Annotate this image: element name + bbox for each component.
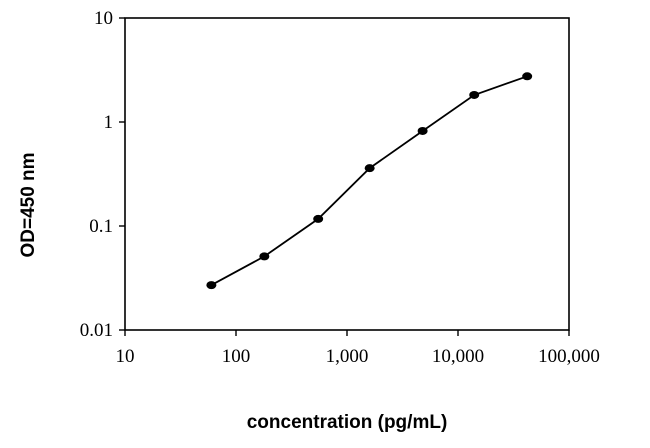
y-tick-label: 0.1 xyxy=(89,216,113,237)
data-point xyxy=(259,252,270,261)
data-point xyxy=(313,214,324,223)
data-point xyxy=(364,164,375,173)
data-point xyxy=(206,281,217,290)
y-tick-label: 10 xyxy=(94,8,113,29)
y-tick-label: 1 xyxy=(104,112,114,133)
x-tick-label: 100,000 xyxy=(538,346,600,367)
y-tick-label: 0.01 xyxy=(80,320,113,341)
axes xyxy=(124,17,570,331)
x-tick-label: 100 xyxy=(222,346,251,367)
x-axis-ticks: 10 100 1,000 10,000 100,000 xyxy=(116,330,600,367)
data-point xyxy=(469,90,480,99)
data-point xyxy=(417,126,428,135)
data-point xyxy=(522,72,533,81)
plot-frame xyxy=(124,17,570,331)
series-line xyxy=(210,75,528,286)
x-axis-title: concentration (pg/mL) xyxy=(247,412,448,433)
series-layer xyxy=(206,72,533,290)
x-tick-label: 1,000 xyxy=(326,346,369,367)
y-axis-title: OD=450 nm xyxy=(18,152,39,257)
y-axis-ticks: 0.01 0.1 1 10 xyxy=(80,8,125,341)
x-tick-label: 10 xyxy=(116,346,135,367)
x-tick-label: 10,000 xyxy=(432,346,484,367)
